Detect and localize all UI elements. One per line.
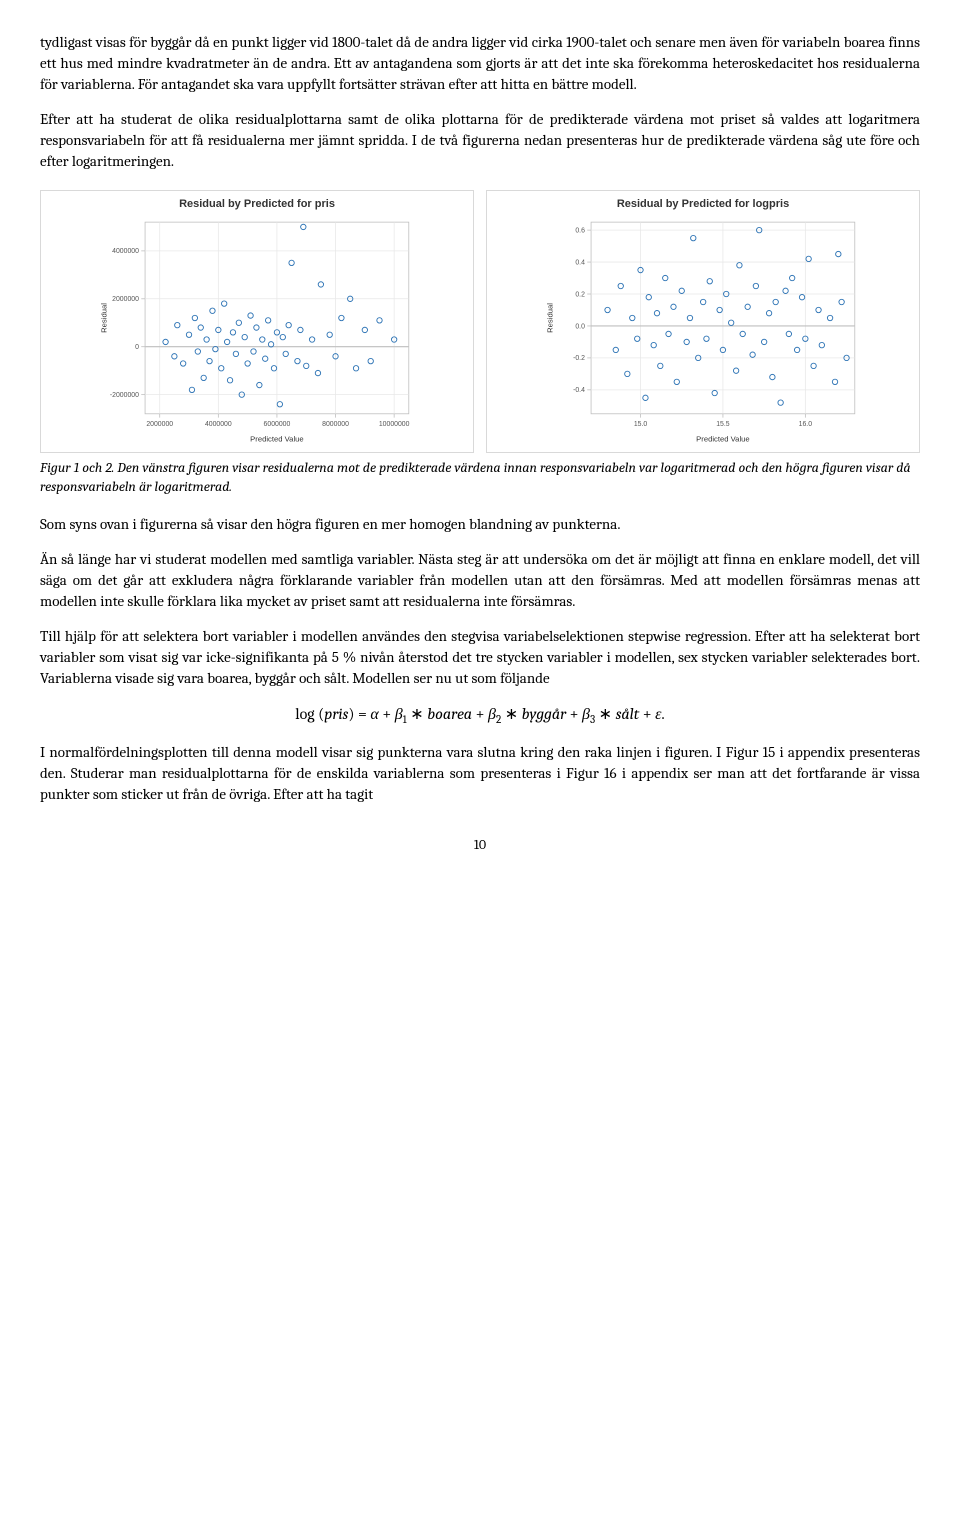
paragraph-5: Till hjälp för att selektera bort variab… [40, 626, 920, 689]
page-number: 10 [40, 835, 920, 855]
svg-text:2000000: 2000000 [112, 296, 139, 303]
model-equation: log (pris) = α + β1 ∗ boarea + β2 ∗ bygg… [40, 703, 920, 728]
chart-left-wrap: Residual by Predicted for pris 2000000 40… [40, 190, 474, 453]
svg-text:4000000: 4000000 [112, 249, 139, 256]
svg-text:Predicted Value: Predicted Value [250, 435, 303, 444]
svg-text:15.0: 15.0 [634, 421, 648, 428]
figure-caption: Figur 1 och 2. Den vänstra figuren visar… [40, 459, 920, 495]
svg-text:Residual: Residual [100, 303, 109, 333]
svg-text:16.0: 16.0 [799, 421, 813, 428]
chart-right-wrap: Residual by Predicted for logpris 15.015… [486, 190, 920, 453]
svg-text:0.2: 0.2 [575, 292, 585, 299]
chart-left: 2000000 4000000 6000000 8000000 10000000 -200… [47, 216, 467, 446]
svg-text:0: 0 [135, 344, 139, 351]
svg-text:10000000: 10000000 [379, 421, 410, 428]
chart-left-title: Residual by Predicted for pris [47, 197, 467, 212]
figure-pair: Residual by Predicted for pris 2000000 40… [40, 190, 920, 453]
svg-text:Predicted Value: Predicted Value [696, 435, 750, 444]
svg-text:Residual: Residual [546, 303, 555, 333]
paragraph-3: Som syns ovan i figurerna så visar den h… [40, 514, 920, 535]
svg-text:-0.4: -0.4 [573, 388, 585, 395]
svg-text:0.0: 0.0 [575, 324, 585, 331]
chart-right: 15.0 15.5 16.0 -0.4 -0.2 0.0 0.2 0.4 0.6 Predicte… [493, 216, 913, 446]
paragraph-2: Efter att ha studerat de olika residualp… [40, 109, 920, 172]
chart-right-title: Residual by Predicted for logpris [493, 197, 913, 212]
svg-text:6000000: 6000000 [264, 421, 291, 428]
svg-text:8000000: 8000000 [322, 421, 349, 428]
svg-text:-2000000: -2000000 [110, 392, 139, 399]
svg-text:0.6: 0.6 [575, 228, 585, 235]
svg-text:0.4: 0.4 [575, 260, 585, 267]
svg-text:15.5: 15.5 [716, 421, 730, 428]
svg-text:-0.2: -0.2 [573, 356, 585, 363]
svg-text:4000000: 4000000 [205, 421, 232, 428]
paragraph-1: tydligast visas för byggår då en punkt l… [40, 32, 920, 95]
svg-text:2000000: 2000000 [146, 421, 173, 428]
paragraph-4: Än så länge har vi studerat modellen med… [40, 549, 920, 612]
paragraph-6: I normalfördelningsplotten till denna mo… [40, 742, 920, 805]
